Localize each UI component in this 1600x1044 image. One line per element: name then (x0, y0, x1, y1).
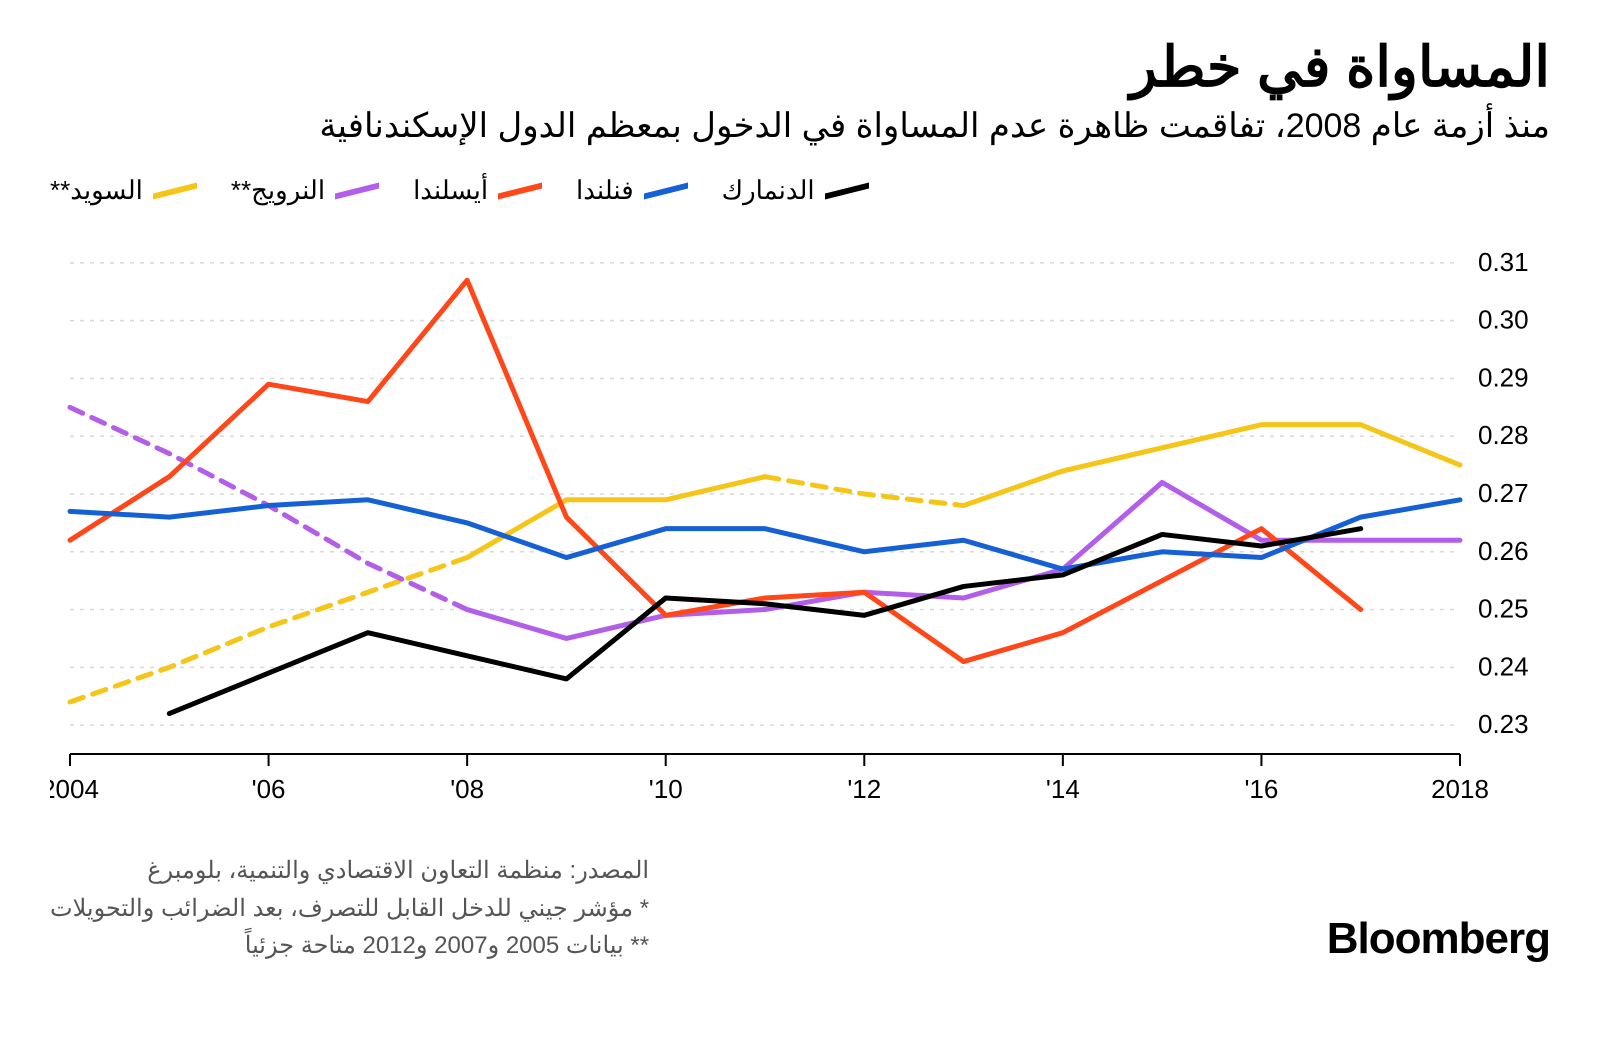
svg-text:0.28: 0.28 (1478, 421, 1529, 451)
svg-text:0.26: 0.26 (1478, 536, 1529, 566)
svg-text:2004: 2004 (50, 774, 99, 804)
svg-text:'10: '10 (649, 774, 683, 804)
legend-swatch (825, 182, 869, 199)
legend-label: فنلندا (576, 175, 634, 206)
svg-text:0.30: 0.30 (1478, 305, 1529, 335)
legend-item: الدنمارك (722, 175, 869, 206)
footer-notes: المصدر: منظمة التعاون الاقتصادي والتنمية… (50, 852, 649, 964)
legend-swatch (153, 182, 197, 199)
chart-title: المساواة في خطر (50, 36, 1550, 98)
legend-item: النرويج** (231, 175, 379, 206)
legend-label: النرويج** (231, 175, 325, 206)
footnote-1: * مؤشر جيني للدخل القابل للتصرف، بعد الض… (50, 890, 649, 927)
source-line: المصدر: منظمة التعاون الاقتصادي والتنمية… (50, 852, 649, 889)
legend-swatch (644, 182, 688, 199)
line-chart: 2004 '06 '08 '10 '12 '14 '16 2018 0.23 0.24 0.25 0.… (50, 224, 1550, 824)
svg-text:'08: '08 (450, 774, 484, 804)
svg-text:'16: '16 (1244, 774, 1278, 804)
svg-text:0.25: 0.25 (1478, 594, 1529, 624)
legend-item: فنلندا (576, 175, 688, 206)
legend-item: السويد** (50, 175, 197, 206)
svg-text:0.27: 0.27 (1478, 478, 1529, 508)
legend-swatch (335, 182, 379, 199)
chart-subtitle: منذ أزمة عام 2008، تفاقمت ظاهرة عدم المس… (50, 104, 1550, 150)
svg-text:0.31: 0.31 (1478, 247, 1529, 277)
legend-item: أيسلندا (413, 175, 542, 206)
footnote-2: ** بيانات 2005 و2007 و2012 متاحة جزئياً (50, 927, 649, 964)
svg-text:'06: '06 (252, 774, 286, 804)
svg-text:'12: '12 (847, 774, 881, 804)
brand-logo: Bloomberg (1327, 914, 1550, 964)
svg-text:0.23: 0.23 (1478, 710, 1529, 740)
svg-text:2018: 2018 (1431, 774, 1489, 804)
svg-text:'14: '14 (1046, 774, 1080, 804)
legend-label: الدنمارك (722, 175, 815, 206)
legend: الدنمارك فنلندا أيسلندا النرويج** السويد** (50, 175, 1550, 206)
legend-label: أيسلندا (413, 175, 488, 206)
legend-label: السويد** (50, 175, 143, 206)
svg-text:0.29: 0.29 (1478, 363, 1529, 393)
svg-text:0.24: 0.24 (1478, 652, 1529, 682)
legend-swatch (498, 182, 542, 199)
